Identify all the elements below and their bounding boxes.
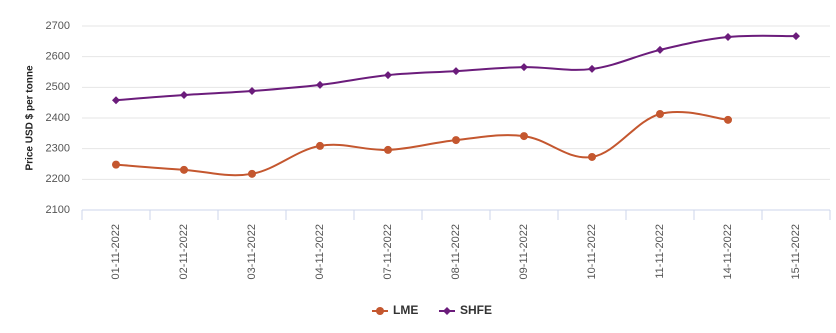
marker — [452, 67, 460, 76]
y-tick-label: 2400 — [46, 112, 70, 124]
x-tick-label: 04-11-2022 — [314, 224, 326, 279]
x-tick-label: 08-11-2022 — [450, 224, 462, 279]
x-tick-label: 10-11-2022 — [586, 224, 598, 279]
marker — [724, 115, 732, 124]
marker — [316, 80, 324, 89]
y-tick-label: 2700 — [46, 20, 70, 32]
legend-marker — [443, 307, 451, 315]
marker — [792, 32, 800, 41]
legend-item[interactable]: SHFE — [439, 303, 492, 317]
marker — [724, 33, 732, 42]
marker — [248, 87, 256, 96]
y-tick-label: 2100 — [46, 204, 70, 216]
marker — [656, 45, 664, 54]
x-tick-label: 14-11-2022 — [722, 224, 734, 279]
x-tick-label: 09-11-2022 — [518, 224, 530, 279]
marker — [180, 91, 188, 99]
line — [115, 110, 729, 177]
marker — [112, 160, 120, 169]
marker — [248, 169, 256, 178]
x-tick-label: 15-11-2022 — [790, 224, 802, 279]
marker — [452, 136, 460, 145]
legend-marker — [376, 307, 384, 315]
x-tick-label: 01-11-2022 — [110, 224, 122, 279]
legend-label: LME — [393, 303, 418, 317]
marker — [384, 145, 392, 154]
marker — [180, 165, 188, 174]
marker — [112, 96, 120, 105]
y-tick-label: 2300 — [46, 143, 70, 155]
marker — [588, 64, 596, 73]
marker — [656, 110, 664, 119]
y-tick-label: 2200 — [46, 173, 70, 185]
x-tick-label: 07-11-2022 — [382, 224, 394, 279]
x-tick-label: 02-11-2022 — [178, 224, 190, 279]
marker — [520, 132, 528, 141]
x-tick-label: 03-11-2022 — [246, 224, 258, 279]
legend-label: SHFE — [460, 303, 492, 317]
marker — [520, 63, 528, 72]
marker — [316, 141, 324, 150]
x-tick-label: 11-11-2022 — [654, 224, 666, 279]
y-axis-title: Price USD $ per tonne — [25, 65, 36, 170]
marker — [384, 71, 392, 80]
y-tick-label: 2600 — [46, 51, 70, 63]
legend-item[interactable]: LME — [372, 303, 418, 317]
marker — [588, 152, 596, 161]
y-tick-label: 2500 — [46, 81, 70, 93]
